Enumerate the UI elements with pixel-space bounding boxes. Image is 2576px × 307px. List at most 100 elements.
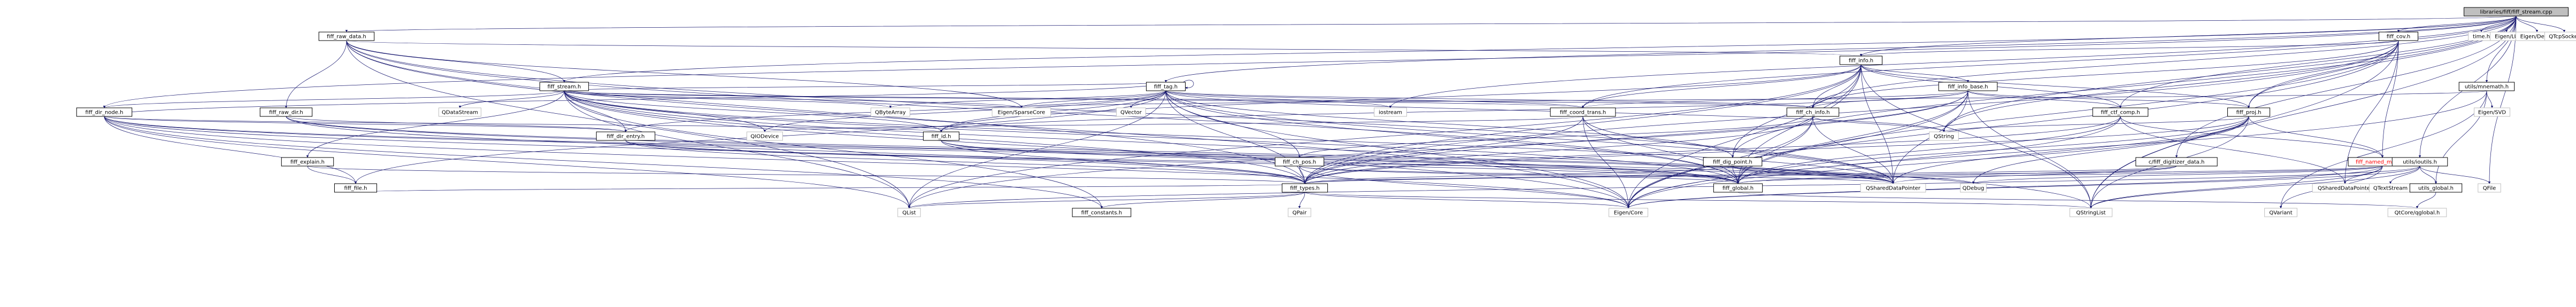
edge-fiff-raw-data-h-to-eigen-sparsecore [346, 40, 1023, 108]
node-fiff-info-h[interactable]: fiff_info.h [1839, 56, 1883, 65]
edge-fiff-raw-dir-h-to-fiff-global-h [286, 116, 1740, 184]
node-label: QPair [1293, 210, 1307, 216]
node-box [2544, 32, 2576, 41]
edge-c-fiff-digitizer-data-h-to-fiff-types-h [1304, 166, 2177, 184]
node-box [923, 131, 959, 141]
node-fiff-id-h[interactable]: fiff_id.h [923, 131, 959, 141]
edge-fiff-global-h-to-qtcoreglobal-h [1737, 192, 2418, 209]
edge-fiff-stream-h-to-fiff-coord-trans-h [564, 90, 1584, 108]
node-box [2478, 183, 2501, 193]
node-box [2458, 82, 2515, 91]
edge-fiff-dir-entry-h-to-fiff-global-h [625, 140, 1740, 184]
node-fiff-types-h[interactable]: fiff_types.h [1281, 183, 1328, 193]
edge-fiff-file-h-to-fiff-types-h [355, 183, 1306, 193]
edge-fiff-dir-node-h-to-fiff-global-h [104, 116, 1740, 184]
node-label: iostream [1379, 110, 1402, 116]
edge-fiff-stream-h-to-fiff-constants-h [564, 90, 1103, 209]
node-fiff-cov-h[interactable]: fiff_cov.h [2379, 32, 2418, 41]
edge-utils-global-h-to-qtcoreglobal-h [2416, 192, 2436, 209]
node-fiff-tag-h[interactable]: fiff_tag.h [1146, 82, 1186, 91]
edge-fiff-stream-h-to-qbytearray [564, 90, 892, 108]
edge-root-to-utils-mnemath-h [2485, 15, 2517, 83]
node-label: fiff_cov.h [2387, 34, 2410, 40]
node-box [2464, 7, 2569, 17]
node-qdebug: QDebug [1960, 183, 1987, 193]
edge-fiff-proj-h-to-fiff-global-h [1736, 116, 2249, 184]
node-box [259, 107, 313, 117]
node-fiff-file-h[interactable]: fiff_file.h [334, 183, 378, 193]
node-qstring: QString [1929, 131, 1959, 141]
node-fiff-ctf-comp-h[interactable]: fiff_ctf_comp.h [2092, 107, 2149, 117]
node-label: fiff_dig_point.h [1713, 160, 1752, 166]
node-box [281, 157, 334, 167]
edge-fiff-coord-trans-h-to-fiff-types-h [1303, 116, 1583, 184]
edge-fiff-dir-node-h-to-fiff-types-h [104, 116, 1306, 184]
edge-fiff-raw-data-h-to-fiff-raw-dir-h [284, 40, 347, 108]
node-fiff-raw-dir-h[interactable]: fiff_raw_dir.h [259, 107, 313, 117]
node-qtcoreglobal-h: QtCore/qglobal.h [2387, 208, 2447, 217]
edge-fiff-info-base-h-to-fiff-id-h [940, 90, 1968, 132]
edge-fiff-stream-h-to-fiff-explain-h [306, 90, 565, 158]
edge-root-to-qfile [2488, 15, 2517, 184]
node-label: QTcpSocket [2549, 34, 2576, 40]
node-label: fiff_file.h [344, 186, 367, 192]
node-fiff-constants-h[interactable]: fiff_constants.h [1072, 208, 1132, 217]
edge-utils-ioutils-h-to-qlist [908, 166, 2420, 209]
node-fiff-global-h[interactable]: fiff_global.h [1713, 183, 1763, 193]
node-fiff-coord-trans-h[interactable]: fiff_coord_trans.h [1550, 107, 1616, 117]
edge-root-to-eigen-dense [2516, 15, 2539, 33]
node-box [1146, 82, 1186, 91]
node-label: fiff_dir_node.h [86, 110, 124, 116]
edge-fiff-tag-h-to-qvector [1129, 90, 1166, 108]
edge-fiff-tag-h-to-qiodevice [763, 90, 1166, 132]
edge-fiff-ctf-comp-h-to-qshareddatapointer2 [2120, 116, 2347, 184]
node-fiff-raw-data-h[interactable]: fiff_raw_data.h [318, 32, 375, 41]
edge-utils-ioutils-h-to-utils-global-h [2419, 166, 2437, 184]
edge-fiff-coord-trans-h-to-eigen-core [1582, 116, 1630, 209]
node-fiff-dir-node-h[interactable]: fiff_dir_node.h [76, 107, 133, 117]
node-fiff-dig-point-h[interactable]: fiff_dig_point.h [1703, 157, 1763, 167]
node-fiff-info-base-h[interactable]: fiff_info_base.h [1938, 82, 1998, 91]
edge-fiff-ch-info-h-to-qstring [1812, 116, 1946, 132]
edge-fiff-tag-h-to-fiff-ch-info-h [1165, 90, 1814, 108]
edge-fiff-raw-data-h-to-eigen-core [346, 40, 1630, 209]
node-utils-mnemath-h[interactable]: utils/mnemath.h [2458, 82, 2515, 91]
node-fiff-stream-h[interactable]: fiff_stream.h [539, 82, 589, 91]
node-utils-ioutils-h[interactable]: utils/ioutils.h [2392, 157, 2448, 167]
edge-fiff-dig-point-h-to-qshareddatapointer [1732, 166, 1895, 184]
edge-fiff-info-h-to-qlist [908, 64, 1862, 209]
node-c-fiff-digitizer-data-h[interactable]: c/fiff_digitizer_data.h [2135, 157, 2218, 167]
node-utils-global-h[interactable]: utils_global.h [2409, 183, 2463, 193]
edge-fiff-stream-h-to-eigen-core [564, 90, 1630, 209]
node-label: fiff_explain.h [290, 160, 325, 166]
edge-fiff-dir-node-h-to-fiff-file-h [104, 116, 357, 184]
node-label: QByteArray [875, 110, 906, 116]
node-qvector: QVector [1116, 107, 1146, 117]
edge-fiff-tag-h-to-fiff-coord-trans-h [1165, 90, 1585, 108]
edge-utils-mnemath-h-to-eigen-svd [2486, 90, 2494, 108]
node-eigen-sparsecore: Eigen/SparseCore [991, 107, 1051, 117]
edge-fiff-types-h-to-qlist [908, 192, 1305, 209]
edge-fiff-stream-h-to-qlist [564, 90, 911, 209]
node-qbytearray: QByteArray [871, 107, 910, 117]
node-fiff-proj-h[interactable]: fiff_proj.h [2227, 107, 2271, 117]
edge-fiff-cov-h-to-fiff-named-matrix-h [2381, 40, 2399, 158]
node-box [2069, 208, 2113, 217]
edge-fiff-coord-trans-h-to-qiodevice [764, 116, 1583, 132]
node-fiff-dir-entry-h[interactable]: fiff_dir_entry.h [596, 131, 656, 141]
edge-root-to-fiff-dig-point-h [1731, 15, 2517, 158]
node-fiff-explain-h[interactable]: fiff_explain.h [281, 157, 334, 167]
edge-fiff-info-base-h-to-eigen-core [1627, 90, 1968, 209]
edge-fiff-stream-h-to-fiff-tag-h [564, 82, 1167, 91]
node-box [438, 107, 482, 117]
node-box [2409, 183, 2463, 193]
node-box [1786, 107, 1840, 117]
edge-fiff-dir-node-h-to-eigen-core [104, 116, 1630, 209]
node-qvariant: QVariant [2264, 208, 2297, 217]
edge-fiff-dir-entry-h-to-fiff-types-h [625, 140, 1306, 184]
node-fiff-ch-info-h[interactable]: fiff_ch_info.h [1786, 107, 1840, 117]
node-root[interactable]: libraries/fiff/fiff_stream.cpp [2464, 7, 2569, 17]
edge-c-fiff-digitizer-data-h-to-qshareddatapointer [1891, 166, 2177, 184]
edge-fiff-dig-point-h-to-fiff-types-h [1303, 166, 1733, 184]
node-fiff-ch-pos-h[interactable]: fiff_ch_pos.h [1274, 157, 1325, 167]
